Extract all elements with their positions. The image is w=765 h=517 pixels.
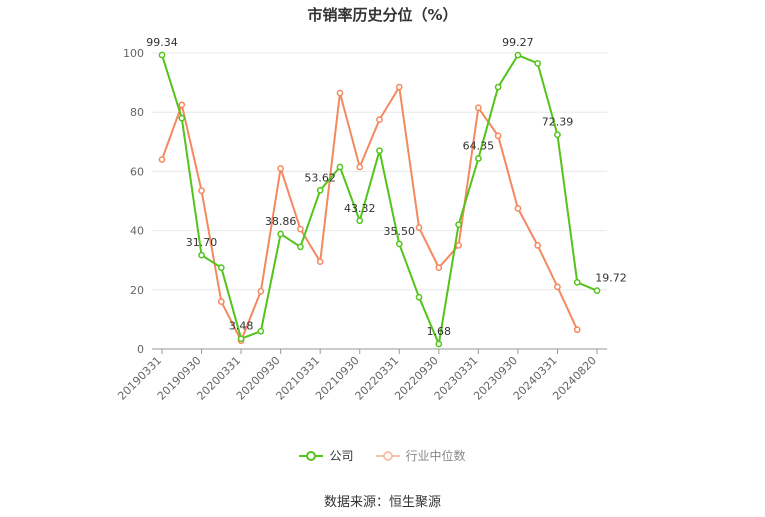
series-point-1 [514,205,522,212]
data-label: 38.86 [265,215,297,228]
series-point-1 [158,156,166,163]
series-point-0 [455,221,462,229]
legend-company-label: 公司 [329,449,354,463]
data-label: 35.50 [384,225,416,238]
data-label: 99.34 [146,36,178,49]
series-point-0 [415,293,423,301]
legend: 公司 行业中位数 [0,447,765,464]
series-point-1 [455,242,462,249]
y-tick-label: 60 [130,165,144,178]
series-point-1 [277,165,284,172]
series-point-0 [277,230,284,238]
series-point-0 [534,60,542,67]
series-point-0 [376,147,383,155]
series-point-0 [475,155,482,162]
series-point-1 [395,83,403,91]
series-point-1 [415,224,423,231]
series-point-0 [554,131,561,139]
series-point-0 [257,327,265,335]
series-point-1 [494,132,502,140]
data-label: 64.35 [463,140,495,153]
legend-item-industry[interactable]: 行业中位数 [375,447,466,464]
series-point-0 [573,279,581,286]
series-point-0 [297,243,304,251]
series-line-1 [161,86,579,342]
series-point-1 [316,258,324,266]
series-point-1 [356,163,364,171]
series-point-1 [376,116,383,123]
series-point-0 [336,163,344,171]
y-tick-label: 80 [130,106,144,119]
y-tick-label: 40 [130,225,144,238]
data-label: 72.39 [542,116,574,129]
series-point-0 [494,83,502,91]
series-point-1 [257,287,265,295]
data-label: 19.72 [595,272,627,285]
y-tick-label: 100 [123,47,144,60]
data-label: 53.62 [304,171,336,184]
series-point-1 [534,242,542,249]
series-point-1 [297,225,304,233]
series-point-0 [198,251,205,259]
y-tick-label: 20 [130,284,144,297]
series-point-1 [198,187,205,194]
y-tick-label: 0 [137,343,144,356]
series-point-1 [336,89,344,97]
series-point-1 [554,283,561,291]
series-point-0 [395,240,403,248]
series-point-1 [178,101,186,109]
data-source: 数据来源：恒生聚源 [323,495,441,510]
series-point-1 [573,326,581,334]
data-label: 1.68 [427,325,452,338]
series-point-0 [217,264,225,271]
legend-item-company[interactable]: 公司 [299,447,354,464]
legend-industry-marker [375,450,400,461]
chart-canvas: 0204060801002019033120190930202003312020… [115,36,627,403]
data-label: 3.48 [229,320,254,333]
data-label: 31.70 [186,236,218,249]
series-point-0 [237,335,245,343]
series-point-0 [316,186,324,194]
series-point-0 [178,114,186,122]
chart-title: 市销率历史分位（%） [307,6,458,24]
series-point-0 [356,217,364,225]
series-line-0 [161,54,598,346]
data-label: 43.32 [344,202,376,215]
series-point-0 [593,287,601,294]
series-point-1 [217,298,225,305]
series-point-0 [158,51,166,59]
legend-company-marker [299,450,324,461]
legend-industry-label: 行业中位数 [405,449,466,463]
data-label: 99.27 [502,36,534,49]
series-point-1 [435,264,443,271]
series-point-1 [475,104,482,112]
series-point-0 [435,340,443,348]
series-point-0 [514,51,522,59]
